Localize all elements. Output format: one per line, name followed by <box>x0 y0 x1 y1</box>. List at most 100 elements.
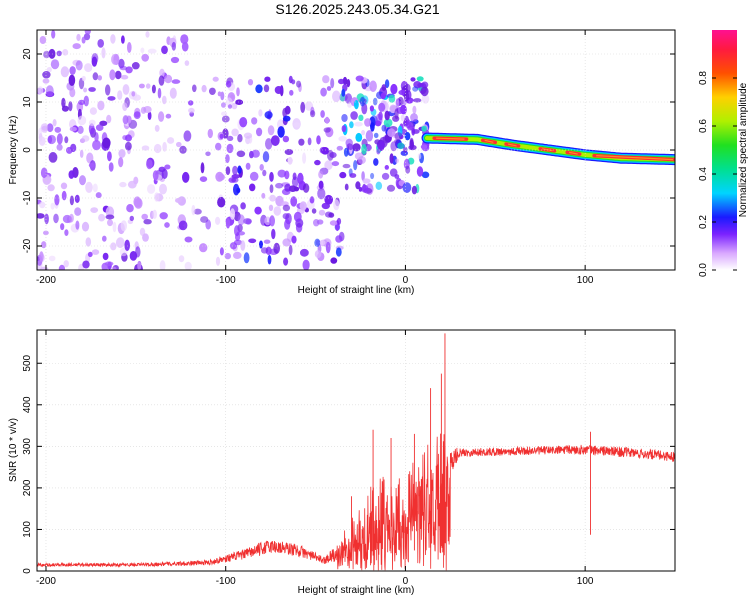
spectral-blob <box>102 235 107 242</box>
spectral-blob <box>40 123 49 133</box>
spectral-blob <box>420 144 428 150</box>
spectral-blob <box>231 177 239 183</box>
spectral-blob <box>83 87 88 93</box>
spectral-blob <box>397 142 405 150</box>
spectral-blob <box>91 249 100 255</box>
spectral-blob <box>343 147 349 157</box>
spectral-blob <box>85 237 92 247</box>
spectral-blob <box>50 202 55 210</box>
spectral-blob <box>61 97 66 108</box>
spectral-blob <box>284 149 294 155</box>
spectral-blob <box>358 114 364 122</box>
x-tick-label: 0 <box>403 275 409 286</box>
spectral-blob <box>302 152 307 164</box>
spectral-blob <box>52 119 57 127</box>
spectral-blob <box>175 198 182 203</box>
spectral-blob <box>365 130 374 142</box>
colorbar-label: Normalized spectral amplitude <box>738 82 749 217</box>
spectral-blob <box>85 181 93 193</box>
y-tick-label: 400 <box>22 396 33 413</box>
spectral-blob <box>37 213 45 219</box>
spectral-blob <box>344 183 349 191</box>
spectral-blob <box>265 138 273 150</box>
spectral-blob <box>115 237 125 249</box>
spectral-blob <box>83 95 90 107</box>
spectral-blob <box>341 125 347 133</box>
spectral-blob <box>249 183 256 192</box>
spectral-blob <box>193 208 202 215</box>
spectral-blob <box>84 30 91 35</box>
ridge-peak-core <box>569 151 578 155</box>
spectral-blob <box>316 219 324 225</box>
spectral-blob <box>120 74 129 80</box>
spectral-blob <box>45 85 54 97</box>
spectral-blob <box>402 182 412 194</box>
spectral-blob <box>81 221 90 232</box>
ridge-peak-core <box>596 155 674 161</box>
y-tick-label: 0 <box>22 568 33 574</box>
spectral-blob <box>146 159 153 170</box>
spectral-blob <box>384 110 390 121</box>
spectral-blob <box>62 49 69 56</box>
spectral-blob <box>361 184 369 193</box>
spectral-blob <box>277 169 287 178</box>
spectral-blob <box>381 124 387 132</box>
spectral-blob <box>269 184 274 194</box>
spectral-blob <box>254 206 262 215</box>
spectral-blob <box>164 164 171 170</box>
spectral-blob <box>374 120 382 127</box>
spectral-blob <box>47 184 55 192</box>
spectral-blob <box>339 171 347 179</box>
spectral-blob <box>54 194 60 206</box>
spectral-blob <box>68 170 75 179</box>
spectral-blob <box>61 190 67 201</box>
spectral-blob <box>262 169 267 177</box>
spectral-blob <box>191 204 196 216</box>
spectral-blob <box>361 143 367 155</box>
spectral-blob <box>184 261 192 270</box>
spectral-blob <box>105 214 115 220</box>
spectral-blob <box>75 60 83 71</box>
spectral-blob <box>268 204 274 211</box>
spectral-blob <box>338 136 348 142</box>
spectral-blob <box>48 152 58 163</box>
spectral-blob <box>361 129 366 136</box>
snr-panel: -200 -100 0 100 0 100 200 300 400 500 Height of … <box>8 329 676 596</box>
spectral-blob <box>64 136 69 144</box>
spectral-blob <box>247 79 254 86</box>
spectral-blob <box>260 247 269 254</box>
spectral-blob <box>410 77 416 82</box>
spectrogram-x-label: Height of straight line (km) <box>298 285 415 296</box>
spectral-blob <box>111 266 117 270</box>
spectral-blob <box>152 170 159 181</box>
spectral-blob <box>420 86 429 97</box>
spectral-blob <box>336 217 342 225</box>
spectral-blob <box>233 251 242 259</box>
spectral-blob <box>158 75 165 86</box>
spectral-blob <box>118 157 124 168</box>
spectral-blob <box>69 213 74 223</box>
spectral-blob <box>369 80 377 92</box>
spectrogram-x-ticks: -200 -100 0 100 <box>36 30 594 286</box>
spectral-blob <box>310 110 316 118</box>
y-tick-label: 20 <box>22 48 33 60</box>
snr-x-ticks: -200 -100 0 100 <box>36 330 594 587</box>
spectral-blob <box>239 117 248 128</box>
spectral-blob <box>47 134 56 145</box>
spectral-blob <box>229 208 236 220</box>
spectral-blob <box>133 176 139 185</box>
spectral-blob <box>293 122 301 128</box>
spectral-blob <box>284 219 291 230</box>
spectral-blob <box>316 135 321 145</box>
spectral-blob <box>395 98 400 109</box>
spectral-blob <box>269 194 276 202</box>
spectral-blob <box>378 140 385 151</box>
spectral-blob <box>125 134 132 142</box>
spectral-blob <box>243 132 253 139</box>
spectral-blob <box>215 256 221 266</box>
spectral-blob <box>60 182 68 190</box>
spectral-blob <box>282 115 291 122</box>
snr-x-label: Height of straight line (km) <box>298 585 415 596</box>
spectral-blob <box>237 134 243 143</box>
spectral-blob <box>333 199 340 211</box>
